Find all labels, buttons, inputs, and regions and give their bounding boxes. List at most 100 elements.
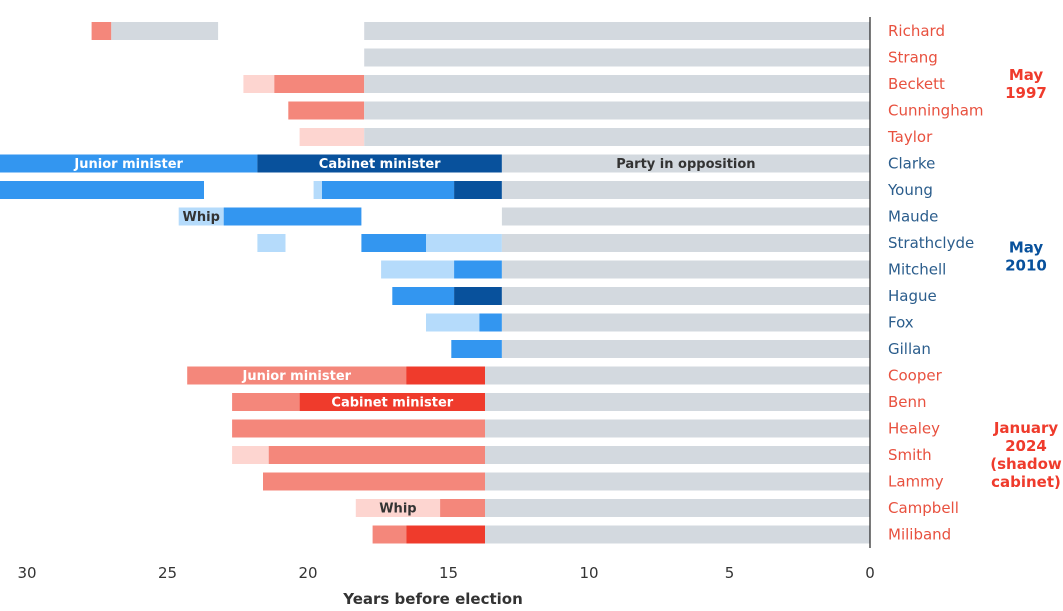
row-name-cunningham: Cunningham — [888, 102, 984, 120]
x-tick-0: 0 — [865, 564, 875, 582]
segment-labels-layer: Junior minister Cabinet minister Party in … — [73, 157, 755, 517]
bar-segment-taylor-1 — [364, 128, 870, 146]
bar-segment-strang-0 — [364, 48, 870, 67]
bar-segment-cooper-2 — [485, 366, 870, 385]
bar-segment-benn-0 — [232, 393, 300, 411]
group-label-1-line-0: May — [1009, 238, 1044, 256]
bar-segment-beckett-1 — [274, 75, 365, 93]
row-name-healey: Healey — [888, 420, 940, 438]
bar-segment-cooper-0 — [187, 366, 407, 385]
bar-segment-taylor-0 — [299, 128, 365, 146]
bar-segment-cooper-1 — [406, 366, 485, 385]
bar-segment-gillan-1 — [501, 340, 870, 358]
group-label-2: January 2024 (shadow cabinet) — [990, 419, 1062, 491]
group-label-2-line-0: January — [993, 419, 1059, 437]
bar-segment-mitchell-1 — [454, 260, 502, 279]
bar-segment-hague-1 — [454, 287, 502, 305]
bar-segment-clarke-2 — [501, 154, 870, 173]
bar-segment-young-0 — [0, 181, 204, 199]
x-axis-title: Years before election — [342, 590, 523, 608]
bar-segment-young-1 — [313, 181, 322, 199]
bar-segment-strathclyde-3 — [501, 234, 870, 252]
group-label-2-line-1: 2024 — [1005, 437, 1047, 455]
bar-segment-smith-2 — [485, 446, 870, 464]
bar-segment-mitchell-0 — [381, 260, 455, 279]
bar-segment-lammy-1 — [485, 472, 870, 491]
bar-segment-richard-2 — [364, 22, 870, 40]
bar-segment-fox-1 — [479, 313, 502, 332]
row-name-gillan: Gillan — [888, 340, 931, 358]
bar-segment-campbell-2 — [485, 499, 870, 517]
bar-segment-young-3 — [454, 181, 502, 199]
row-name-maude: Maude — [888, 208, 938, 226]
bar-segment-smith-0 — [232, 446, 269, 464]
bar-segment-hague-0 — [392, 287, 455, 305]
bar-segment-miliband-0 — [372, 525, 407, 544]
row-names-layer: Richard Strang Beckett Cunningham Taylor Clar… — [887, 22, 984, 544]
bar-segment-young-2 — [322, 181, 455, 199]
row-name-fox: Fox — [888, 314, 914, 332]
bar-segment-maude-2 — [501, 207, 870, 226]
bar-segment-miliband-1 — [406, 525, 485, 544]
x-tick-15: 15 — [439, 564, 458, 582]
bar-segment-richard-1 — [111, 22, 219, 40]
group-label-1: May 2010 — [1005, 238, 1047, 274]
bar-segment-smith-1 — [268, 446, 486, 464]
segment-label-clarke-1: Cabinet minister — [319, 157, 441, 172]
x-ticks-layer: 30 25 20 15 10 5 0 — [17, 564, 874, 582]
bar-segment-campbell-0 — [355, 499, 441, 517]
bar-segment-hague-2 — [501, 287, 870, 305]
bar-segment-benn-1 — [299, 393, 486, 411]
segment-label-cooper-0: Junior minister — [242, 369, 352, 384]
bar-segment-fox-2 — [501, 313, 870, 332]
bar-segment-gillan-0 — [451, 340, 502, 358]
x-tick-25: 25 — [158, 564, 177, 582]
bar-segment-miliband-2 — [485, 525, 870, 544]
bar-segment-fox-0 — [426, 313, 480, 332]
bar-segment-beckett-0 — [243, 75, 275, 93]
group-label-2-line-3: cabinet) — [991, 473, 1061, 491]
row-name-campbell: Campbell — [888, 499, 959, 517]
group-label-0-line-1: 1997 — [1005, 84, 1047, 102]
segment-label-benn-1: Cabinet minister — [331, 396, 453, 411]
group-label-0-line-0: May — [1009, 66, 1044, 84]
row-name-beckett: Beckett — [888, 75, 945, 93]
segment-label-clarke-2: Party in opposition — [616, 157, 755, 172]
x-tick-5: 5 — [725, 564, 735, 582]
bar-segment-young-4 — [501, 181, 870, 199]
row-name-cooper: Cooper — [888, 367, 943, 385]
bar-segment-healey-0 — [232, 419, 485, 438]
segment-label-campbell-0: Whip — [379, 502, 416, 517]
bar-segment-richard-0 — [91, 22, 112, 40]
bar-segment-lammy-0 — [263, 472, 485, 491]
row-name-benn: Benn — [888, 393, 927, 411]
group-label-2-line-2: (shadow — [990, 455, 1062, 473]
bar-segment-strathclyde-2 — [426, 234, 502, 252]
bar-segment-campbell-1 — [440, 499, 486, 517]
group-label-0: May 1997 — [1005, 66, 1047, 102]
row-name-hague: Hague — [888, 287, 937, 305]
bar-segment-cunningham-1 — [364, 101, 870, 120]
segment-label-maude-0: Whip — [183, 210, 220, 225]
bar-segment-clarke-1 — [257, 154, 502, 173]
bar-segment-maude-0 — [178, 207, 224, 226]
row-name-lammy: Lammy — [888, 473, 944, 491]
bar-segment-mitchell-2 — [501, 260, 870, 279]
row-name-strathclyde: Strathclyde — [888, 234, 974, 252]
row-name-clarke: Clarke — [888, 155, 935, 173]
x-tick-10: 10 — [579, 564, 598, 582]
row-name-richard: Richard — [888, 22, 945, 40]
bar-segment-strathclyde-0 — [257, 234, 286, 252]
row-name-strang: Strang — [888, 49, 938, 67]
segment-label-clarke-0: Junior minister — [73, 157, 183, 172]
bar-segment-cunningham-0 — [288, 101, 365, 120]
row-name-young: Young — [887, 181, 933, 199]
bar-segment-benn-2 — [485, 393, 870, 411]
bar-segment-clarke-0 — [0, 154, 258, 173]
group-label-1-line-1: 2010 — [1005, 256, 1047, 274]
row-name-miliband: Miliband — [888, 526, 951, 544]
bar-segment-beckett-2 — [364, 75, 870, 93]
row-name-smith: Smith — [888, 446, 932, 464]
row-name-taylor: Taylor — [887, 128, 933, 146]
